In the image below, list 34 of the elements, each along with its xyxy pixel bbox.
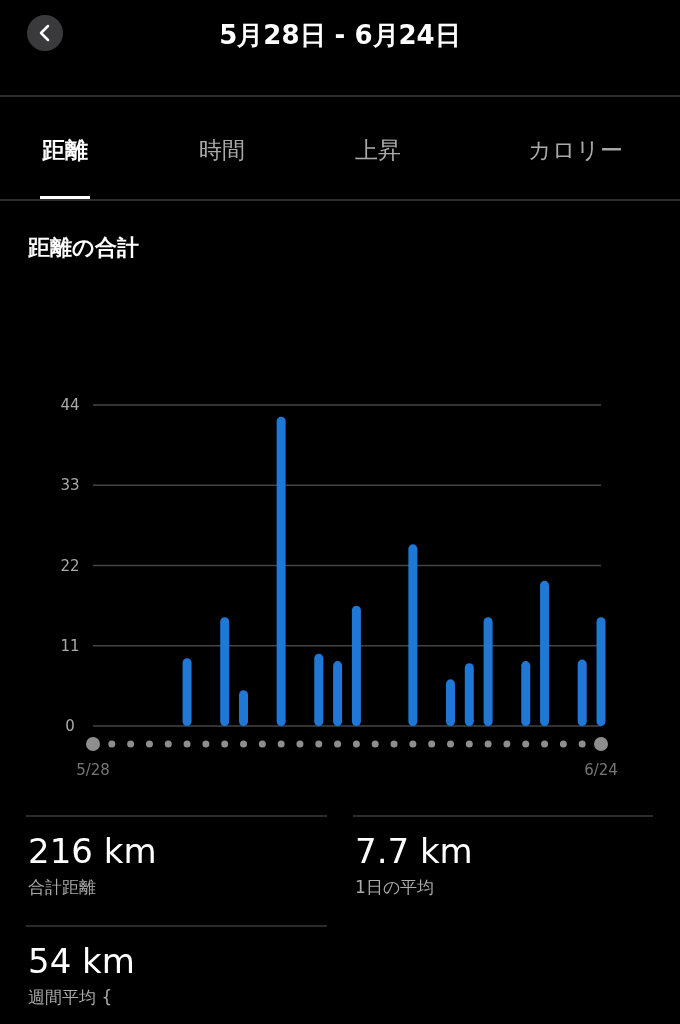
y-tick-label: 44	[60, 396, 80, 414]
text: 54 km	[28, 941, 135, 981]
bar	[220, 617, 230, 726]
bar	[333, 661, 343, 726]
bar	[596, 617, 606, 726]
y-tick-label: 33	[60, 476, 80, 495]
bar	[351, 605, 361, 726]
bar	[445, 679, 455, 726]
y-tick-label: 0	[65, 717, 75, 735]
bar	[182, 658, 192, 726]
x-tick-label: 6/24	[584, 761, 618, 779]
bar	[276, 416, 286, 726]
text: 週間平均 {	[28, 987, 113, 1007]
bar	[521, 661, 531, 726]
text: 216 km	[28, 831, 157, 871]
y-tick-label: 22	[60, 556, 80, 575]
text: 時間	[199, 137, 245, 163]
text: 1日の平均	[355, 877, 434, 897]
bar	[540, 580, 550, 726]
y-tick-label: 11	[60, 636, 80, 655]
bar	[239, 690, 249, 726]
text: カロリー	[527, 137, 623, 163]
text: 合計距離	[28, 877, 96, 897]
chart-title: 距離の合計	[27, 235, 139, 260]
bar	[314, 653, 324, 726]
bar	[464, 663, 474, 726]
text: 距離	[41, 137, 88, 163]
bar	[408, 544, 418, 726]
bar	[577, 659, 587, 726]
x-tick-label: 5/28	[76, 761, 110, 779]
text: 上昇	[355, 137, 401, 163]
text: 7.7 km	[355, 831, 473, 871]
bar	[483, 617, 493, 726]
chart-subtitle: 5月28日 - 6月24日	[219, 20, 461, 50]
